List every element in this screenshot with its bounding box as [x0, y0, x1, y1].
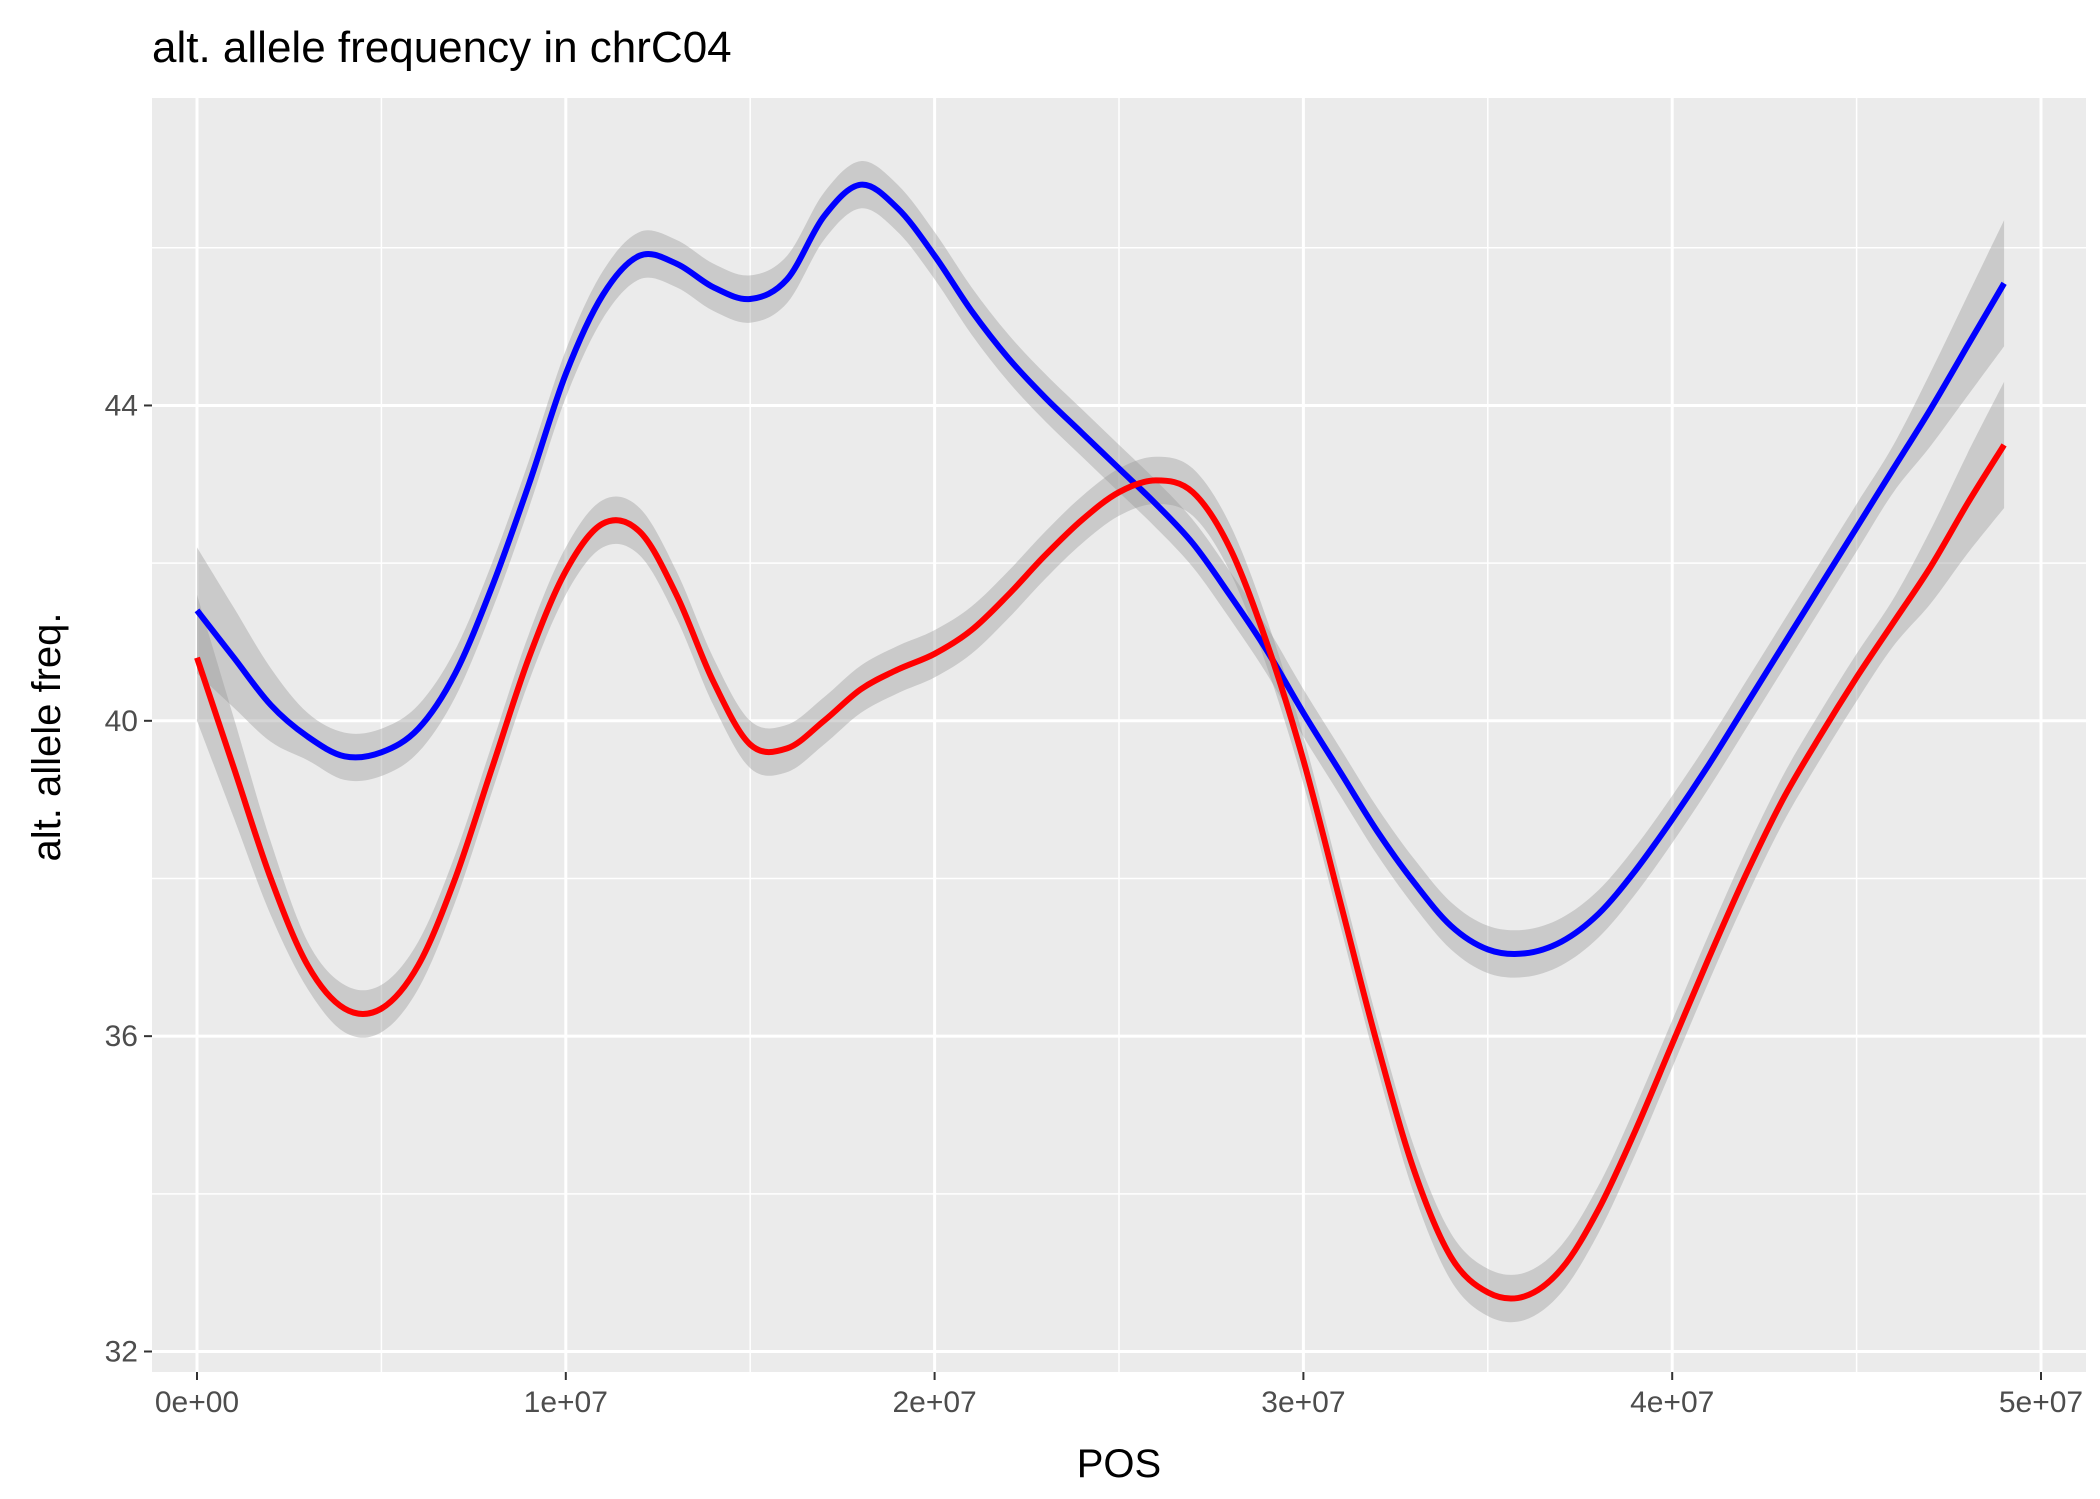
x-tick-label: 1e+07 — [524, 1386, 608, 1419]
y-axis: 32 36 40 44 — [105, 389, 152, 1369]
series-1-line — [194, 181, 2007, 957]
y-axis-label: alt. allele freq. — [25, 612, 69, 861]
major-gridlines — [152, 98, 2086, 1372]
series-2-line — [194, 443, 2007, 1302]
x-tick-label: 0e+00 — [155, 1386, 239, 1419]
y-tick-label: 44 — [105, 389, 138, 422]
y-tick-label: 32 — [105, 1336, 138, 1369]
x-tick-label: 4e+07 — [1630, 1386, 1714, 1419]
x-axis-label: POS — [1077, 1442, 1161, 1486]
series-lines — [194, 181, 2007, 1302]
minor-gridlines — [152, 98, 2086, 1372]
x-axis: 0e+00 1e+07 2e+07 3e+07 4e+07 5e+07 — [155, 1372, 2083, 1419]
x-tick-label: 2e+07 — [892, 1386, 976, 1419]
chart-title: alt. allele frequency in chrC04 — [152, 23, 732, 72]
x-tick-label: 3e+07 — [1261, 1386, 1345, 1419]
y-tick-label: 36 — [105, 1020, 138, 1053]
y-tick-label: 40 — [105, 705, 138, 738]
x-tick-label: 5e+07 — [1999, 1386, 2083, 1419]
